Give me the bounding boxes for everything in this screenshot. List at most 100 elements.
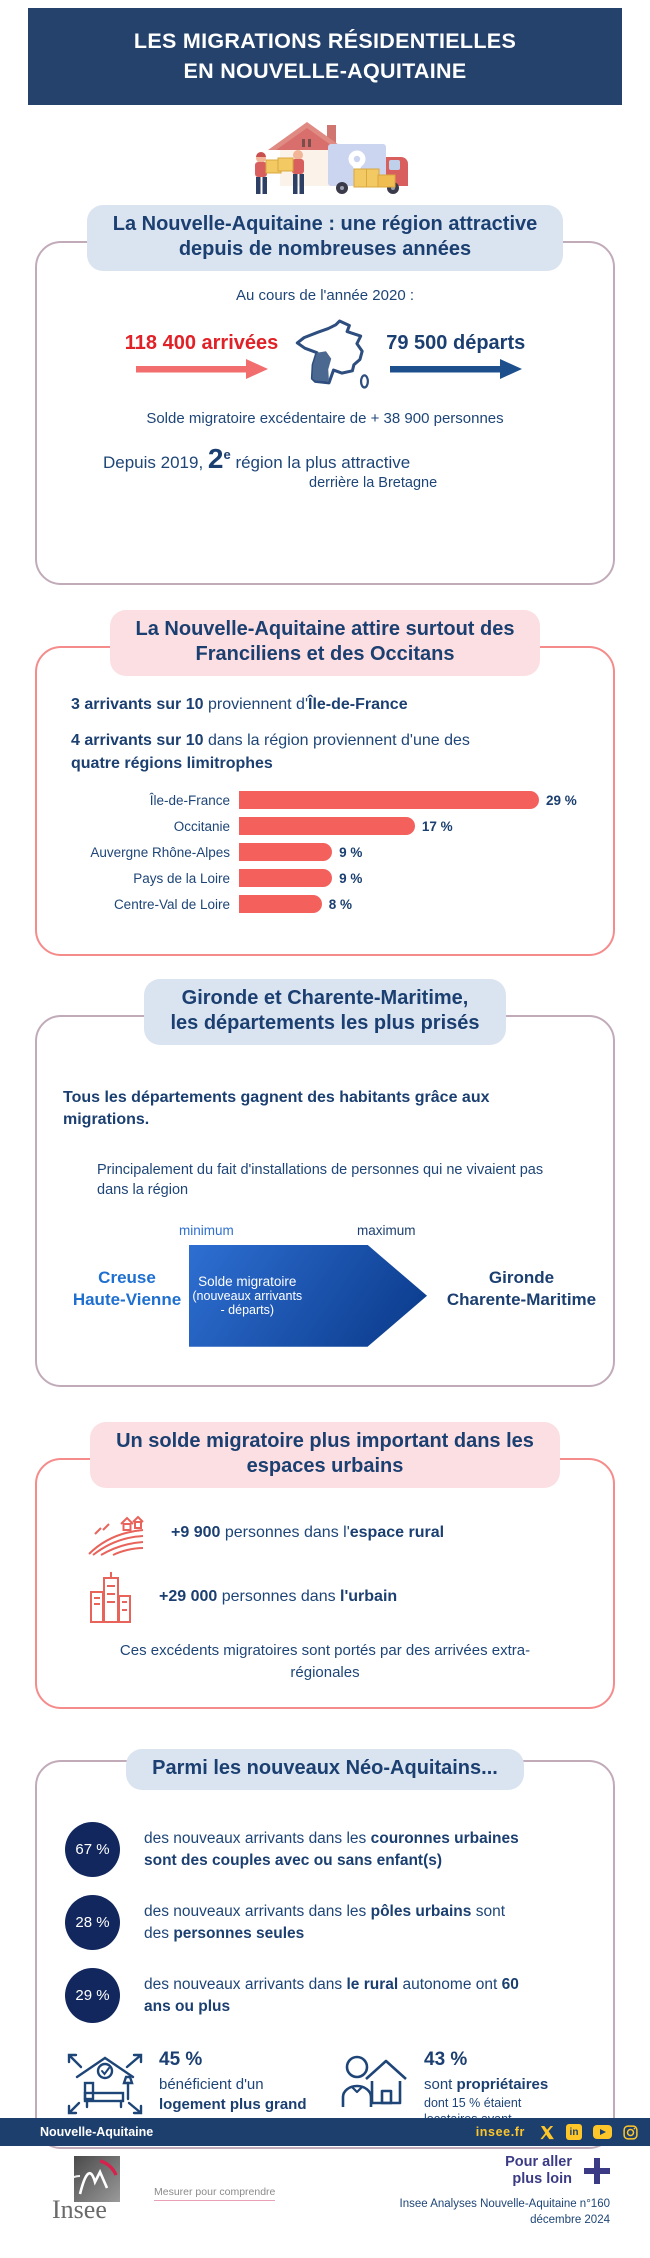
departments-subnote: Principalement du fait d'installations d… (97, 1162, 544, 1199)
stat1-regular: des nouveaux arrivants dans les (144, 1830, 371, 1848)
urban-regular: personnes dans (217, 1587, 341, 1605)
insee-logo: Insee (52, 2156, 120, 2220)
chart-value-label: 29 % (546, 792, 577, 808)
stat-text-singles: des nouveaux arrivants dans les pôles ur… (144, 1901, 529, 1944)
homeowner-text: 43 % sont propriétaires dont 15 % étaien… (424, 2049, 548, 2127)
bigger-home-icon (67, 2054, 143, 2115)
chart-row: Auvergne Rhône-Alpes 9 % (61, 843, 589, 862)
departure-arrow-icon (389, 359, 522, 379)
owner-regular: sont (424, 2076, 457, 2094)
urban-stat-text: +29 000 personnes dans l'urbain (159, 1588, 397, 1606)
bigger-home-text: 45 % bénéficient d'un logement plus gran… (159, 2049, 307, 2114)
section1-card: Au cours de l'année 2020 : 118 400 arriv… (35, 241, 615, 585)
rural-bold2: espace rural (349, 1523, 445, 1541)
fact-ile-de-france: 3 arrivants sur 10 proviennent d'Île-de-… (71, 694, 491, 716)
rank-ordinal-suffix: e (223, 447, 231, 462)
rank-pre-text: Depuis 2019, (103, 453, 208, 472)
year-intro-text: Au cours de l'année 2020 : (236, 287, 414, 304)
urban-buildings-icon (90, 1571, 131, 1623)
arrival-arrow-icon (135, 359, 268, 379)
section2-title: La Nouvelle-Aquitaine attire surtout des… (109, 610, 541, 676)
bigger-home-line1: bénéficient d'un (159, 2076, 264, 2094)
chart-category-label: Centre-Val de Loire (113, 896, 230, 912)
stat2-regular2: sont des (144, 1903, 505, 1942)
insee-brand-block: Insee Mesurer pour comprendre (50, 2156, 276, 2220)
chart-value-label: 9 % (339, 870, 363, 886)
section4-title: Un solde migratoire plus important dans … (90, 1421, 560, 1488)
arrivals-block: 118 400 arrivées (124, 332, 279, 384)
movers-house-truck-icon (254, 122, 408, 194)
fact1-regular: proviennent d' (203, 696, 308, 713)
section5-card: 67 % des nouveaux arrivants dans les cou… (35, 1760, 615, 2150)
further-cta-row[interactable]: Pour aller plus loin (270, 2154, 610, 2187)
footer-links: insee.fr in (476, 2124, 638, 2140)
chart-category-label: Occitanie (173, 818, 230, 834)
section-new-arrivals-profile: Parmi les nouveaux Néo-Aquitains... 67 %… (35, 1749, 615, 2150)
moving-illustration (0, 115, 650, 203)
stat-text-seniors: des nouveaux arrivants dans le rural aut… (144, 1974, 529, 2017)
fact2-regular: dans la région proviennent d'une des (203, 732, 470, 750)
maximum-departments: Gironde Charente-Maritime (446, 1267, 597, 1309)
publication-date: décembre 2024 (530, 2213, 610, 2226)
rural-value: +9 900 (171, 1523, 221, 1541)
footer-region-label: Nouvelle-Aquitaine (40, 2125, 154, 2139)
chart-row: Île-de-France 29 % (61, 791, 589, 810)
chart-bar (239, 895, 322, 914)
migration-gradient-arrow: Solde migratoire (nouveaux arrivants - d… (189, 1244, 427, 1347)
arrow-caption-line1: Solde migratoire (198, 1274, 297, 1290)
stat-row-couples: 67 % des nouveaux arrivants dans les cou… (65, 1822, 589, 1878)
section-urban-balance: Un solde migratoire plus important dans … (35, 1421, 615, 1710)
chart-category-label: Île-de-France (149, 792, 230, 808)
rank-post-text: région la plus attractive (230, 453, 411, 472)
fact1-bold1: 3 arrivants sur 10 (71, 696, 204, 713)
chart-value-label: 9 % (339, 844, 363, 860)
rank-statement: Depuis 2019, 2e région la plus attractiv… (103, 443, 589, 475)
chart-bar (239, 843, 333, 862)
homeowner-small1: dont 15 % étaient (424, 2095, 522, 2110)
section-attractive-region: La Nouvelle-Aquitaine : une région attra… (35, 205, 615, 585)
housing-stats-row: 45 % bénéficient d'un logement plus gran… (65, 2049, 589, 2127)
stat-row-seniors: 29 % des nouveaux arrivants dans le rura… (65, 1968, 589, 2024)
insee-fr-link[interactable]: insee.fr (475, 2125, 525, 2139)
stat1-bold: couronnes urbaines sont des couples avec… (144, 1830, 519, 1869)
instagram-icon[interactable] (623, 2124, 638, 2140)
rural-fields-icon (88, 1515, 144, 1556)
x-icon[interactable] (540, 2125, 555, 2140)
bigger-home-pct: 45 % (159, 2049, 203, 2071)
scale-min-label: minimum (179, 1222, 234, 1238)
arrivals-departures-row: 118 400 arrivées 79 500 départs (61, 318, 589, 398)
rural-row: +9 900 personnes dans l'espace rural (87, 1510, 589, 1556)
stat-badge-29: 29 % (65, 1968, 120, 2024)
youtube-icon[interactable] (593, 2125, 612, 2139)
bigger-home-block: 45 % bénéficient d'un logement plus gran… (65, 2049, 314, 2127)
section-top-departments: Gironde et Charente-Maritime, les départ… (35, 979, 615, 1387)
chart-value-label: 17 % (421, 818, 453, 834)
chart-row: Pays de la Loire 9 % (61, 869, 589, 888)
further-reading-block: Pour aller plus loin Insee Analyses Nouv… (270, 2154, 610, 2228)
section3-title: Gironde et Charente-Maritime, les départ… (144, 979, 506, 1045)
urban-bold2: l'urbain (340, 1587, 398, 1605)
fact1-bold2: Île-de-France (308, 696, 408, 713)
stat2-bold2: personnes seules (173, 1924, 305, 1942)
homeowner-icon (341, 2055, 407, 2108)
publication-reference: Insee Analyses Nouvelle-Aquitaine n°160 … (270, 2197, 610, 2228)
rural-regular: personnes dans l' (220, 1523, 350, 1541)
migration-balance-scale: minimum maximum Creuse Haute-Vienne Sold… (61, 1215, 596, 1367)
extra-regional-note: Ces excédents migratoires sont portés pa… (119, 1641, 531, 1681)
section2-card: 3 arrivants sur 10 proviennent d'Île-de-… (35, 646, 615, 956)
arrivals-value: 118 400 arrivées (124, 332, 279, 354)
stat-row-singles: 28 % des nouveaux arrivants dans les pôl… (65, 1895, 589, 1951)
plus-icon[interactable] (584, 2157, 610, 2184)
rural-stat-text: +9 900 personnes dans l'espace rural (171, 1524, 444, 1542)
regions-chart: Île-de-France 29 % Occitanie 17 % Auvergne R… (61, 791, 589, 914)
owner-bold: propriétaires (456, 2076, 549, 2094)
chart-category-label: Pays de la Loire (133, 870, 230, 886)
homeowner-pct: 43 % (424, 2049, 468, 2071)
homeowner-line1: sont propriétaires (424, 2075, 548, 2095)
fact2-bold1: 4 arrivants sur 10 (71, 732, 204, 750)
page-title-line2: EN NOUVELLE-AQUITAINE (183, 58, 467, 83)
further-cta-text[interactable]: Pour aller plus loin (505, 2154, 572, 2187)
section3-card: Tous les départements gagnent des habita… (35, 1015, 615, 1387)
linkedin-icon[interactable]: in (566, 2124, 582, 2140)
rank-number: 2 (207, 443, 224, 474)
